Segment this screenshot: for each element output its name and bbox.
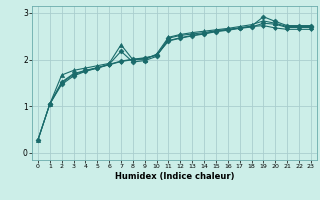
X-axis label: Humidex (Indice chaleur): Humidex (Indice chaleur): [115, 172, 234, 181]
